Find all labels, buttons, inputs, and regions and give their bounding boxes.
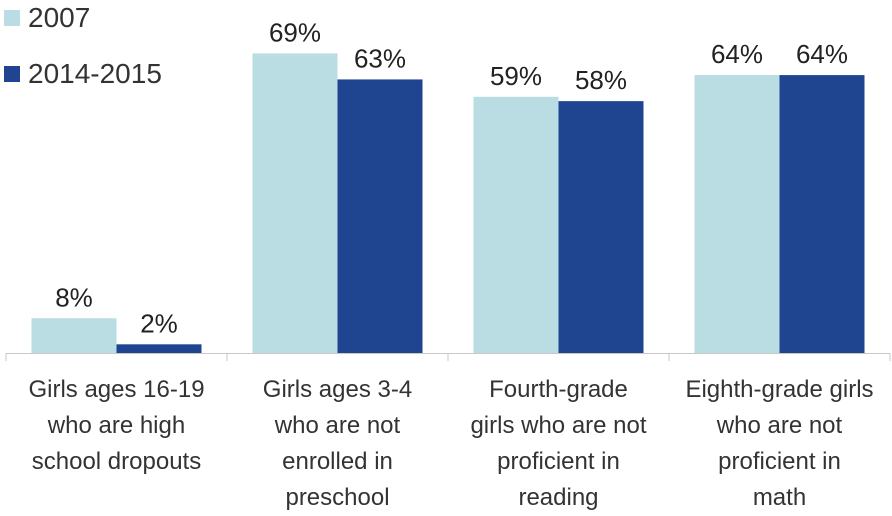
category-label-line: reading (518, 484, 599, 511)
category-label-line: who are high (47, 412, 186, 439)
data-label: 58% (575, 65, 627, 95)
category-label-line: preschool (285, 484, 390, 511)
bar-2007-3 (694, 75, 780, 354)
bar-2014-2015-3 (779, 75, 865, 354)
legend-item-2014-2015: 2014-2015 (4, 60, 162, 88)
bar-2014-2015-2 (558, 101, 644, 353)
legend: 2007 2014-2015 (4, 4, 162, 116)
data-label: 64% (711, 39, 763, 69)
category-label-line: proficient in (718, 448, 841, 475)
data-label: 2% (140, 308, 178, 338)
category-label-line: Girls ages 16-19 (28, 376, 205, 403)
data-label: 64% (796, 39, 848, 69)
category-label-line: Eighth-grade girls (685, 376, 874, 403)
category-label-line: proficient in (497, 448, 620, 475)
category-label-line: math (752, 484, 807, 511)
category-label: Eighth-grade girls who are not proficient … (671, 372, 889, 516)
legend-item-2007: 2007 (4, 4, 162, 32)
legend-label-2014-2015: 2014-2015 (28, 58, 162, 89)
category-label-line: girls who are not (470, 412, 647, 439)
bar-2007-2 (473, 96, 559, 353)
category-label-line: who are not (716, 412, 843, 439)
data-label: 69% (269, 17, 321, 47)
bar-2014-2015-0 (116, 344, 202, 353)
bar-2014-2015-1 (337, 79, 423, 354)
category-label-line: Fourth-grade (489, 376, 628, 403)
category-label-line: enrolled in (282, 448, 393, 475)
bar-2007-1 (252, 53, 338, 353)
bar-2007-0 (31, 318, 117, 353)
data-label: 59% (490, 61, 542, 91)
category-label: Girls ages 16-19 who are high school dropo… (8, 372, 226, 480)
legend-swatch-2014-2015 (4, 66, 20, 82)
data-label: 8% (55, 282, 93, 312)
category-label-line: Girls ages 3-4 (262, 376, 413, 403)
category-label: Fourth-grade girls who are not proficient … (450, 372, 668, 516)
legend-swatch-2007 (4, 10, 20, 26)
category-label-line: who are not (274, 412, 401, 439)
category-label-line: school dropouts (31, 448, 202, 475)
data-label: 63% (354, 43, 406, 73)
legend-label-2007: 2007 (28, 2, 91, 33)
category-label: Girls ages 3-4 who are not enrolled in pres… (229, 372, 447, 516)
